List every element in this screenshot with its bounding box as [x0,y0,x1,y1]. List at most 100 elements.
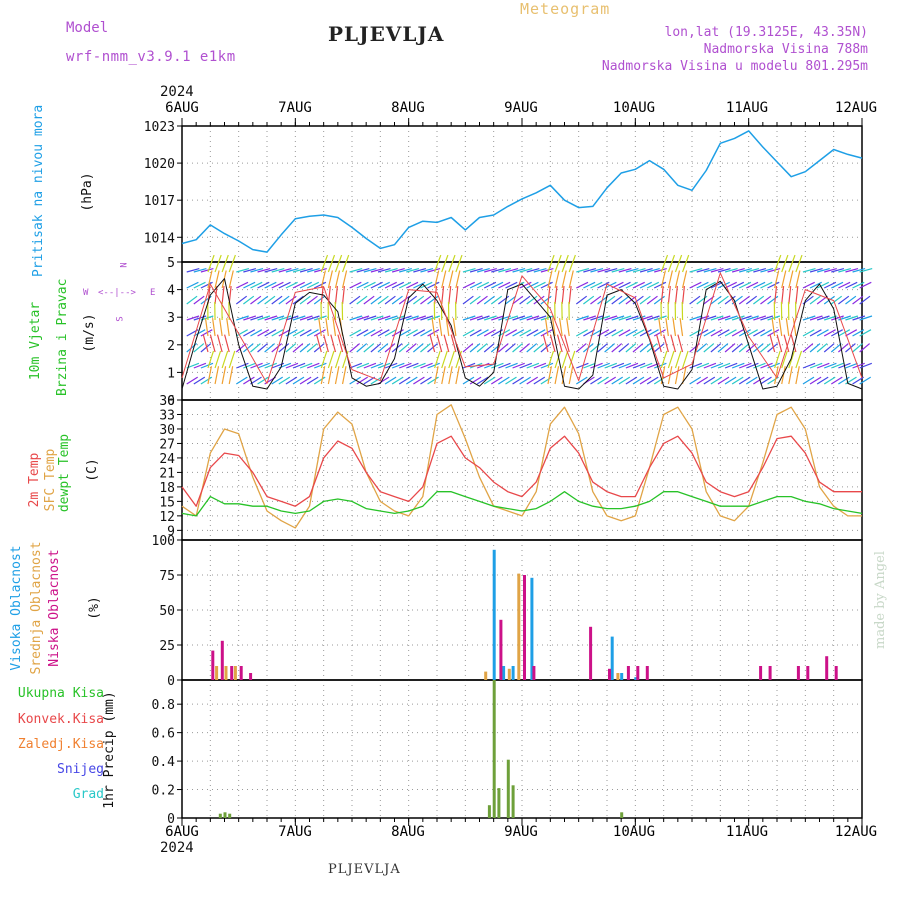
wind-barb [441,286,445,305]
y-tick-label: 1014 [144,231,175,246]
wind-barb [653,343,665,353]
wind-barb [597,268,611,273]
wind-barb [469,295,481,305]
y-tick-label: 1017 [144,194,175,209]
wind-barb [760,343,771,353]
wind-barb [216,334,223,353]
wind-barb [526,268,540,273]
wind-barb [845,315,858,321]
wind-barb [505,329,518,337]
wind-barb [731,343,743,353]
y-tick-label: 75 [159,569,175,584]
wind-barb [703,268,717,273]
wind-barb [498,343,509,353]
wind-barb [512,295,524,305]
elevation-label: Nadmorska Visina 788m [703,42,868,57]
wind-barb [838,295,850,305]
wind-barb [349,376,362,385]
wind-barb [667,254,676,273]
low-cloud-bar [645,666,649,680]
wind-barb [285,295,297,305]
wind-barb [420,295,432,305]
wind-barb [441,366,446,385]
wind-barb [278,315,292,321]
wind-barb [561,270,567,289]
wind-barb [193,376,206,385]
wind-barb [547,254,555,273]
wind-barb [724,343,736,353]
wind-barb [544,318,549,337]
wind-barb [250,329,263,337]
wind-barb [377,362,391,369]
wind-barb [490,376,503,385]
wind-barb [193,295,205,305]
wind-barb [207,270,213,289]
wind-barb [611,362,625,369]
wind-barb [660,350,668,369]
wind-barb [852,343,863,353]
wind-barb [434,286,438,305]
wind-barb [377,268,391,273]
wind-barb [590,376,602,385]
wind-barb [476,362,490,369]
wind-barb [597,315,611,321]
wind-barb [264,362,278,369]
wind-barb [816,376,829,385]
wind-barb [689,362,703,369]
wind-barb [738,281,752,289]
y-tick-label: 27 [159,437,175,452]
wind-barb [533,281,546,289]
wind-barb [604,315,618,321]
wind-barb [788,270,794,289]
wind-barb [356,268,370,273]
wind-barb [852,281,865,289]
wind-barb [257,376,269,385]
wind-barb [731,281,745,289]
wind-barb [341,254,350,273]
wind-barb [845,268,859,273]
wind-barb [767,329,780,337]
wind-barb [533,315,547,321]
wind-barb [566,318,570,337]
wind-barb [677,334,684,353]
low-cloud-bar [636,666,640,680]
wind-barb [632,281,645,289]
wind-barb [625,268,639,273]
wind-barb [753,329,766,337]
wind-barb [547,286,551,305]
wind-barb [745,295,758,305]
wind-barb [646,268,660,273]
wind-barb [476,329,489,337]
wind-barb [639,343,651,353]
wind-barb [427,315,441,321]
wind-barb [681,286,685,305]
wind-barb [377,295,389,305]
wind-barb [186,268,200,273]
wind-barb [760,376,772,385]
wind-barb [703,281,716,289]
low-cloud-bar [834,666,838,680]
wind-barb [219,318,223,337]
low-cloud-bar [825,656,829,680]
wind-barb [845,295,857,305]
high-cloud-bar [620,673,624,680]
wind-barb [625,315,639,321]
wind-barb [431,318,436,337]
wind-barb [774,254,782,273]
wind-barb [250,295,262,305]
wind-barb [549,334,556,353]
wind-barb [809,315,823,321]
wind-barb [724,362,738,369]
wind-barb [427,329,440,337]
wind-barb [831,268,845,273]
low-cloud-bar [608,668,611,680]
y-tick-label: 0 [167,394,175,409]
wind-barb [681,254,690,273]
total-precip-bar [511,785,515,818]
wind-barb [667,350,675,369]
bottom-tick-label: 12AUG [834,824,878,840]
wind-barb [438,318,443,337]
wind-barb [377,329,390,337]
wind-barb [717,281,730,289]
wind-barb [243,376,255,385]
